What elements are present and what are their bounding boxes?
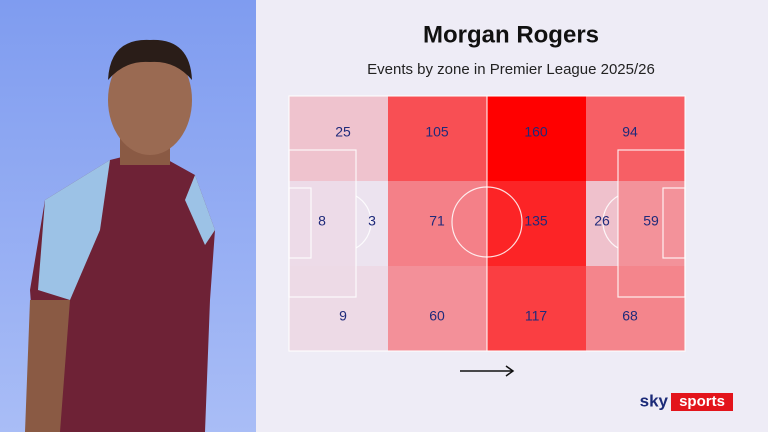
zone bbox=[388, 181, 487, 266]
zone-labels: 25 105 160 94 8 3 71 135 26 59 9 60 117 68 bbox=[318, 124, 659, 324]
zone-label: 60 bbox=[429, 308, 445, 324]
zone-label: 59 bbox=[643, 213, 659, 229]
zone bbox=[289, 266, 388, 351]
zone-label: 135 bbox=[524, 213, 548, 229]
zone-label: 26 bbox=[594, 213, 610, 229]
zone-label: 105 bbox=[425, 124, 449, 140]
zone-label: 94 bbox=[622, 124, 638, 140]
zone bbox=[618, 181, 685, 266]
zone-label: 71 bbox=[429, 213, 445, 229]
zone bbox=[586, 181, 618, 266]
logo-box bbox=[671, 393, 733, 411]
zone bbox=[487, 266, 586, 351]
zone-label: 68 bbox=[622, 308, 638, 324]
zone bbox=[289, 181, 356, 266]
logo-sports: sports bbox=[679, 393, 725, 410]
zone bbox=[388, 96, 487, 181]
zone bbox=[388, 266, 487, 351]
zone bbox=[487, 96, 586, 181]
subtitle: Events by zone in Premier League 2025/26 bbox=[367, 61, 655, 78]
zone bbox=[586, 96, 685, 181]
zone-label: 25 bbox=[335, 124, 351, 140]
player-figure bbox=[25, 39, 215, 432]
zone-label: 117 bbox=[525, 308, 548, 324]
logo-sky: sky bbox=[640, 391, 669, 410]
zone-label: 9 bbox=[339, 308, 347, 324]
zone-label: 8 bbox=[318, 213, 326, 229]
direction-arrow bbox=[460, 365, 515, 377]
title: Morgan Rogers bbox=[423, 21, 599, 48]
zone-label: 160 bbox=[524, 124, 548, 140]
zone-label: 3 bbox=[368, 213, 376, 229]
pitch-lines bbox=[288, 95, 686, 352]
zone bbox=[289, 96, 388, 181]
zone bbox=[356, 181, 388, 266]
zones bbox=[289, 96, 685, 351]
zone bbox=[487, 181, 586, 266]
zone bbox=[586, 266, 685, 351]
